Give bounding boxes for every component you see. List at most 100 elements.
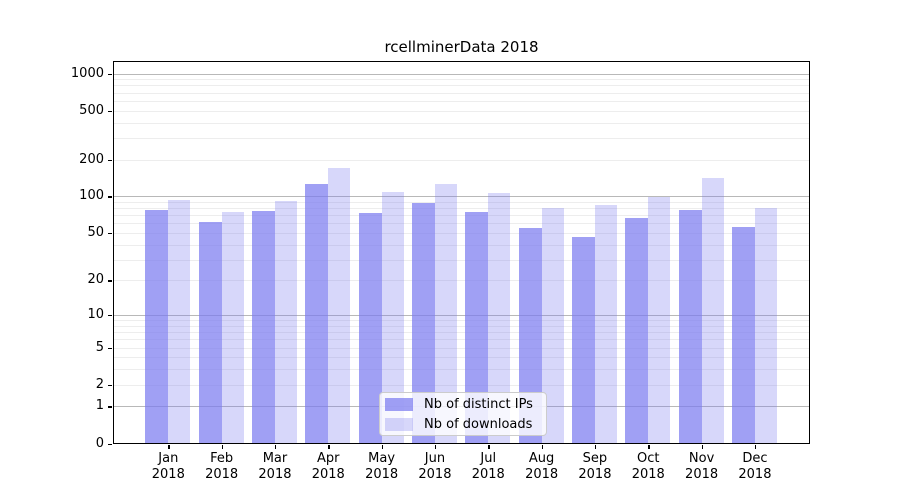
gridline-minor xyxy=(113,332,810,334)
gridline-minor xyxy=(113,201,810,203)
bar-distinct-ips-sep xyxy=(571,237,595,444)
bar-downloads-aug xyxy=(541,207,564,444)
x-tick xyxy=(434,444,437,449)
x-tick xyxy=(328,444,330,449)
x-tick-label: Aug 2018 xyxy=(525,450,559,483)
gridline-minor xyxy=(113,100,810,102)
gridline-minor xyxy=(113,384,810,386)
gridline-minor xyxy=(113,223,810,225)
gridline-minor xyxy=(113,259,810,261)
x-tick xyxy=(701,444,703,449)
x-tick xyxy=(274,444,277,449)
y-tick xyxy=(108,347,112,349)
bar-distinct-ips-dec xyxy=(731,227,755,444)
gridline-minor xyxy=(113,320,810,322)
x-tick-label: Nov 2018 xyxy=(685,450,719,483)
bar-downloads-oct xyxy=(648,196,671,444)
x-tick-label: Mar 2018 xyxy=(258,450,292,483)
x-tick-label: Feb 2018 xyxy=(205,450,239,483)
legend-label: Nb of downloads xyxy=(424,416,533,432)
gridline-minor xyxy=(113,215,810,217)
bar-distinct-ips-feb xyxy=(198,222,222,444)
x-tick-label: Sep 2018 xyxy=(578,450,612,483)
gridline-minor xyxy=(113,92,810,94)
legend-item: Nb of downloads xyxy=(385,417,538,432)
gridline-minor xyxy=(113,159,810,161)
y-tick-label: 2 xyxy=(95,376,104,392)
bar-downloads-jan xyxy=(168,200,191,444)
y-tick xyxy=(108,232,112,235)
y-tick xyxy=(108,443,112,445)
legend-item: Nb of distinct IPs xyxy=(385,397,538,412)
y-tick-label: 10 xyxy=(87,307,104,323)
x-tick-label: Jul 2018 xyxy=(471,450,505,483)
gridline-minor xyxy=(113,122,810,124)
bar-distinct-ips-jan xyxy=(145,210,169,444)
bar-distinct-ips-jul xyxy=(465,212,489,444)
bar-distinct-ips-nov xyxy=(678,209,702,444)
x-tick xyxy=(221,444,223,449)
y-tick-label: 5 xyxy=(95,339,104,355)
y-tick-label: 1000 xyxy=(70,65,104,81)
x-tick xyxy=(168,444,170,449)
gridline-minor xyxy=(113,79,810,81)
legend-label: Nb of distinct IPs xyxy=(424,396,533,412)
bar-distinct-ips-may xyxy=(358,213,382,444)
gridline-minor xyxy=(113,110,810,112)
y-tick xyxy=(108,406,112,408)
gridline-minor xyxy=(113,280,810,282)
bar-downloads-nov xyxy=(701,178,724,444)
x-tick-label: Apr 2018 xyxy=(311,450,345,483)
y-tick xyxy=(108,315,112,317)
y-tick-label: 500 xyxy=(79,102,104,118)
x-tick-label: Oct 2018 xyxy=(631,450,665,483)
x-tick xyxy=(541,444,543,449)
bar-downloads-may xyxy=(381,192,404,444)
gridline-minor xyxy=(113,137,810,139)
legend-swatch xyxy=(385,397,413,411)
bar-downloads-jun xyxy=(434,184,457,444)
y-tick-label: 1 xyxy=(95,398,104,414)
gridline-major xyxy=(113,73,810,75)
y-tick xyxy=(108,159,112,161)
x-tick-label: Jan 2018 xyxy=(151,450,185,483)
gridline-minor xyxy=(113,347,810,349)
y-tick xyxy=(108,280,112,282)
legend-box: Nb of distinct IPs Nb of downloads xyxy=(379,392,547,436)
gridline-minor xyxy=(113,232,810,234)
x-tick xyxy=(381,444,383,449)
y-tick xyxy=(108,384,112,386)
y-tick xyxy=(108,110,112,112)
x-tick xyxy=(488,444,490,449)
y-tick-label: 20 xyxy=(87,272,104,288)
x-tick xyxy=(754,444,757,449)
y-tick-label: 100 xyxy=(79,188,104,204)
gridline-minor xyxy=(113,244,810,246)
bar-downloads-feb xyxy=(221,212,244,444)
gridline-major xyxy=(113,315,810,317)
bar-downloads-mar xyxy=(274,201,297,444)
y-tick xyxy=(108,196,112,198)
y-tick-label: 0 xyxy=(95,435,104,451)
x-tick-label: Jun 2018 xyxy=(418,450,452,483)
y-tick-label: 50 xyxy=(87,224,104,240)
x-tick-label: Dec 2018 xyxy=(738,450,772,483)
chart-title: rcellminerData 2018 xyxy=(384,38,539,56)
bar-distinct-ips-apr xyxy=(305,184,329,444)
gridline-minor xyxy=(113,208,810,210)
gridline-minor xyxy=(113,85,810,87)
gridline-minor xyxy=(113,357,810,359)
gridline-minor xyxy=(113,369,810,371)
gridline-minor xyxy=(113,325,810,327)
y-tick-label: 200 xyxy=(79,151,104,167)
gridline-major xyxy=(113,196,810,198)
legend-swatch xyxy=(385,417,413,431)
x-tick xyxy=(594,444,597,449)
x-tick-label: May 2018 xyxy=(365,450,399,483)
bar-downloads-dec xyxy=(754,207,777,444)
y-tick xyxy=(108,73,112,75)
bar-distinct-ips-aug xyxy=(518,227,542,444)
gridline-minor xyxy=(113,339,810,341)
bar-downloads-apr xyxy=(328,167,351,444)
